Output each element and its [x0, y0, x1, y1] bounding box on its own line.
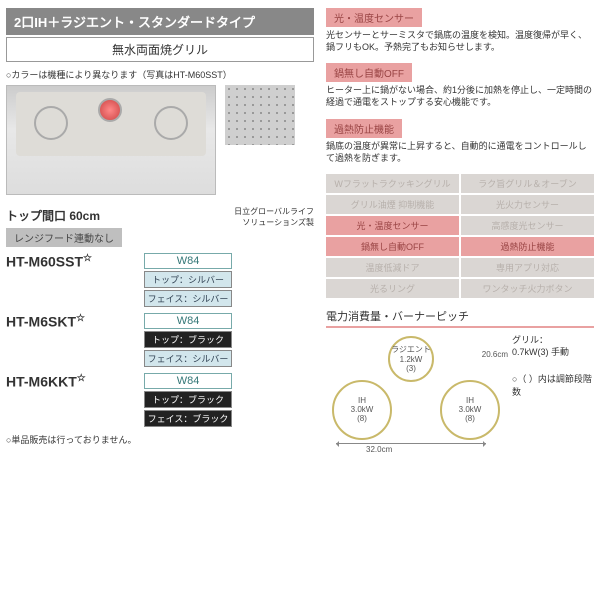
model-row: HT-M6KKT☆ W84 トップ：ブラックフェイス：ブラック [6, 373, 314, 427]
feature-box: 鍋無し自動OFF ヒーター上に鍋がない場合、約1分後に加熱を停止し、一定時間の経過… [326, 63, 594, 108]
rangehood-chip: レンジフード連動なし [6, 228, 122, 247]
width-chip: W84 [144, 373, 232, 389]
top-color-chip: トップ：ブラック [144, 331, 232, 348]
feature-chip: 光火力センサー [461, 195, 594, 214]
model-row: HT-M60SST☆ W84 トップ：シルバーフェイス：シルバー [6, 253, 314, 307]
top-spec: トップ間口 60cm [6, 207, 100, 224]
feature-chip: Wフラットラクッキングリル [326, 174, 459, 193]
model-code: HT-M6KKT☆ [6, 373, 136, 390]
foot-note: ○単品販売は行っておりません。 [6, 433, 314, 446]
model-row: HT-M6SKT☆ W84 トップ：ブラックフェイス：シルバー [6, 313, 314, 367]
feature-box: 光・温度センサー光センサーとサーミスタで鍋底の温度を検知。温度復帰が早く、鍋フリ… [326, 8, 594, 53]
feature-chip: 高感度光センサー [461, 216, 594, 235]
color-note: ○カラーは機種により異なります（写真はHT-M60SST） [6, 68, 314, 81]
feature-chip: ワンタッチ火力ボタン [461, 279, 594, 298]
product-photo [6, 85, 216, 195]
feature-chip: ラク旨グリル＆オーブン [461, 174, 594, 193]
width-chip: W84 [144, 313, 232, 329]
burner-diagram: IH3.0kW(8) ラジエント1.2kW(3) IH3.0kW(8) 32.0… [326, 334, 506, 454]
feature-box: 過熱防止機能鍋底の温度が異常に上昇すると、自動的に通電をコントロールして過熱を防… [326, 119, 594, 164]
feature-grid: Wフラットラクッキングリルラク旨グリル＆オーブングリル油煙 抑制機能光火力センサ… [326, 174, 594, 298]
top-color-chip: トップ：ブラック [144, 391, 232, 408]
width-chip: W84 [144, 253, 232, 269]
power-title: 電力消費量・バーナーピッチ [326, 308, 594, 328]
feature-text: 光センサーとサーミスタで鍋底の温度を検知。温度復帰が早く、鍋フリもOK。予熱完了… [326, 29, 594, 53]
maker-note: 日立グローバルライフ ソリューションズ製 [234, 206, 314, 228]
feature-text: 鍋底の温度が異常に上昇すると、自動的に通電をコントロールして過熱を防ぎます。 [326, 140, 594, 164]
texture-swatch [225, 85, 295, 145]
feature-title: 過熱防止機能 [326, 119, 402, 138]
top-color-chip: トップ：シルバー [144, 271, 232, 288]
feature-title: 鍋無し自動OFF [326, 63, 412, 82]
header-subtitle: 無水両面焼グリル [6, 37, 314, 62]
feature-chip: 光・温度センサー [326, 216, 459, 235]
face-color-chip: フェイス：シルバー [144, 290, 232, 307]
feature-chip: 専用アプリ対応 [461, 258, 594, 277]
feature-text: ヒーター上に鍋がない場合、約1分後に加熱を停止し、一定時間の経過で通電をストップ… [326, 84, 594, 108]
face-color-chip: フェイス：シルバー [144, 350, 232, 367]
feature-chip: 光るリング [326, 279, 459, 298]
power-side-text: グリル： 0.7kW(3) 手動 ○（ ）内は調節段階数 [512, 334, 594, 454]
model-code: HT-M6SKT☆ [6, 313, 136, 330]
feature-chip: グリル油煙 抑制機能 [326, 195, 459, 214]
face-color-chip: フェイス：ブラック [144, 410, 232, 427]
header-title: 2口IH＋ラジエント・スタンダードタイプ [6, 8, 314, 35]
model-code: HT-M60SST☆ [6, 253, 136, 270]
feature-chip: 過熱防止機能 [461, 237, 594, 256]
feature-title: 光・温度センサー [326, 8, 422, 27]
feature-chip: 鍋無し自動OFF [326, 237, 459, 256]
feature-chip: 温度低減ドア [326, 258, 459, 277]
